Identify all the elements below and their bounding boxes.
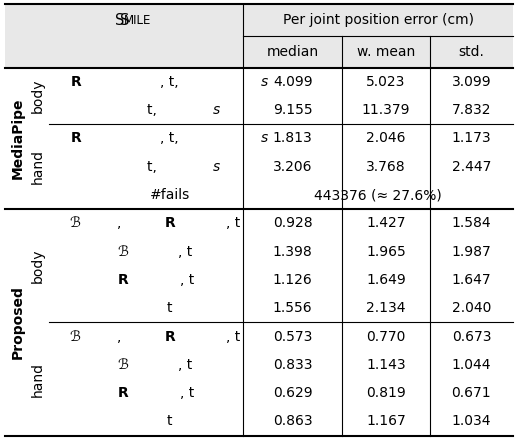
Text: 443376 (≈ 27.6%): 443376 (≈ 27.6%) (314, 188, 442, 202)
Bar (5, 4, 513, 36)
Text: 0.928: 0.928 (273, 216, 312, 231)
Bar (5, 379, 513, 407)
Text: ,: , (117, 216, 126, 231)
Text: 1.044: 1.044 (452, 358, 491, 372)
Text: median: median (267, 45, 319, 59)
Text: t: t (167, 301, 172, 315)
Bar (5, 68, 513, 96)
Text: s: s (213, 103, 220, 117)
Text: 0.770: 0.770 (366, 330, 406, 344)
Text: R: R (71, 132, 82, 146)
Text: t,: t, (147, 160, 161, 174)
Bar (5, 181, 513, 209)
Bar (5, 238, 513, 266)
Text: , t: , t (226, 330, 240, 344)
Bar (5, 153, 513, 181)
Text: S: S (115, 13, 124, 28)
Text: S: S (120, 13, 129, 28)
Text: 1.987: 1.987 (452, 245, 491, 259)
Text: hand: hand (31, 149, 45, 184)
Text: , t: , t (180, 386, 194, 400)
Text: , t: , t (226, 216, 240, 231)
Text: R: R (71, 75, 82, 89)
Text: , t: , t (180, 273, 194, 287)
Text: 1.126: 1.126 (273, 273, 312, 287)
Bar (5, 96, 513, 125)
Text: R: R (164, 216, 175, 231)
Text: 3.206: 3.206 (273, 160, 312, 174)
Text: 5.023: 5.023 (366, 75, 406, 89)
Text: , t: , t (178, 358, 192, 372)
Text: ,: , (117, 330, 126, 344)
Text: 2.046: 2.046 (366, 132, 406, 146)
Bar (5, 36, 513, 68)
Text: , t: , t (178, 245, 192, 259)
Text: s: s (261, 132, 268, 146)
Text: 1.398: 1.398 (273, 245, 312, 259)
Text: 1.556: 1.556 (273, 301, 312, 315)
Bar (5, 407, 513, 436)
Text: , t,: , t, (160, 132, 183, 146)
Text: 0.833: 0.833 (273, 358, 312, 372)
Text: 2.447: 2.447 (452, 160, 491, 174)
Text: 0.573: 0.573 (273, 330, 312, 344)
Text: Proposed: Proposed (11, 286, 25, 359)
Text: 11.379: 11.379 (362, 103, 410, 117)
Text: Per joint position error (cm): Per joint position error (cm) (283, 13, 473, 27)
Text: 1.813: 1.813 (273, 132, 312, 146)
Text: #fails: #fails (150, 188, 190, 202)
Text: 1.427: 1.427 (366, 216, 406, 231)
Bar (5, 209, 513, 238)
Text: 1.647: 1.647 (452, 273, 491, 287)
Bar (5, 294, 513, 323)
Text: , t,: , t, (160, 75, 183, 89)
Text: 1.167: 1.167 (366, 414, 406, 429)
Text: s: s (261, 75, 268, 89)
Text: hand: hand (31, 362, 45, 396)
Text: ℬ: ℬ (118, 358, 128, 372)
Text: 1.584: 1.584 (452, 216, 491, 231)
Text: 1.965: 1.965 (366, 245, 406, 259)
Text: 7.832: 7.832 (452, 103, 491, 117)
Bar (5, 323, 513, 351)
Text: t,: t, (147, 103, 161, 117)
Text: ℬ: ℬ (118, 245, 128, 259)
Text: 1.649: 1.649 (366, 273, 406, 287)
Text: R: R (164, 330, 175, 344)
Text: ℬ: ℬ (69, 330, 80, 344)
Text: 2.040: 2.040 (452, 301, 491, 315)
Text: 1.173: 1.173 (452, 132, 491, 146)
Text: 2.134: 2.134 (366, 301, 406, 315)
Text: t: t (167, 414, 172, 429)
Text: R: R (118, 386, 128, 400)
Text: 1.034: 1.034 (452, 414, 491, 429)
Text: R: R (118, 273, 128, 287)
Text: 0.671: 0.671 (452, 386, 491, 400)
Text: 3.768: 3.768 (366, 160, 406, 174)
Text: body: body (31, 79, 45, 114)
Text: MediaPipe: MediaPipe (11, 98, 25, 179)
Text: MILE: MILE (124, 14, 152, 27)
Text: 0.863: 0.863 (273, 414, 312, 429)
Bar (5, 266, 513, 294)
Text: ℬ: ℬ (69, 216, 80, 231)
Text: std.: std. (458, 45, 484, 59)
Text: 0.629: 0.629 (273, 386, 312, 400)
Bar (5, 351, 513, 379)
Text: 1.143: 1.143 (366, 358, 406, 372)
Text: w. mean: w. mean (357, 45, 415, 59)
Text: 0.819: 0.819 (366, 386, 406, 400)
Bar (5, 125, 513, 153)
Text: s: s (213, 160, 220, 174)
Text: 4.099: 4.099 (273, 75, 312, 89)
Text: 3.099: 3.099 (452, 75, 491, 89)
Text: 0.673: 0.673 (452, 330, 491, 344)
Text: body: body (31, 249, 45, 283)
Text: 9.155: 9.155 (273, 103, 312, 117)
